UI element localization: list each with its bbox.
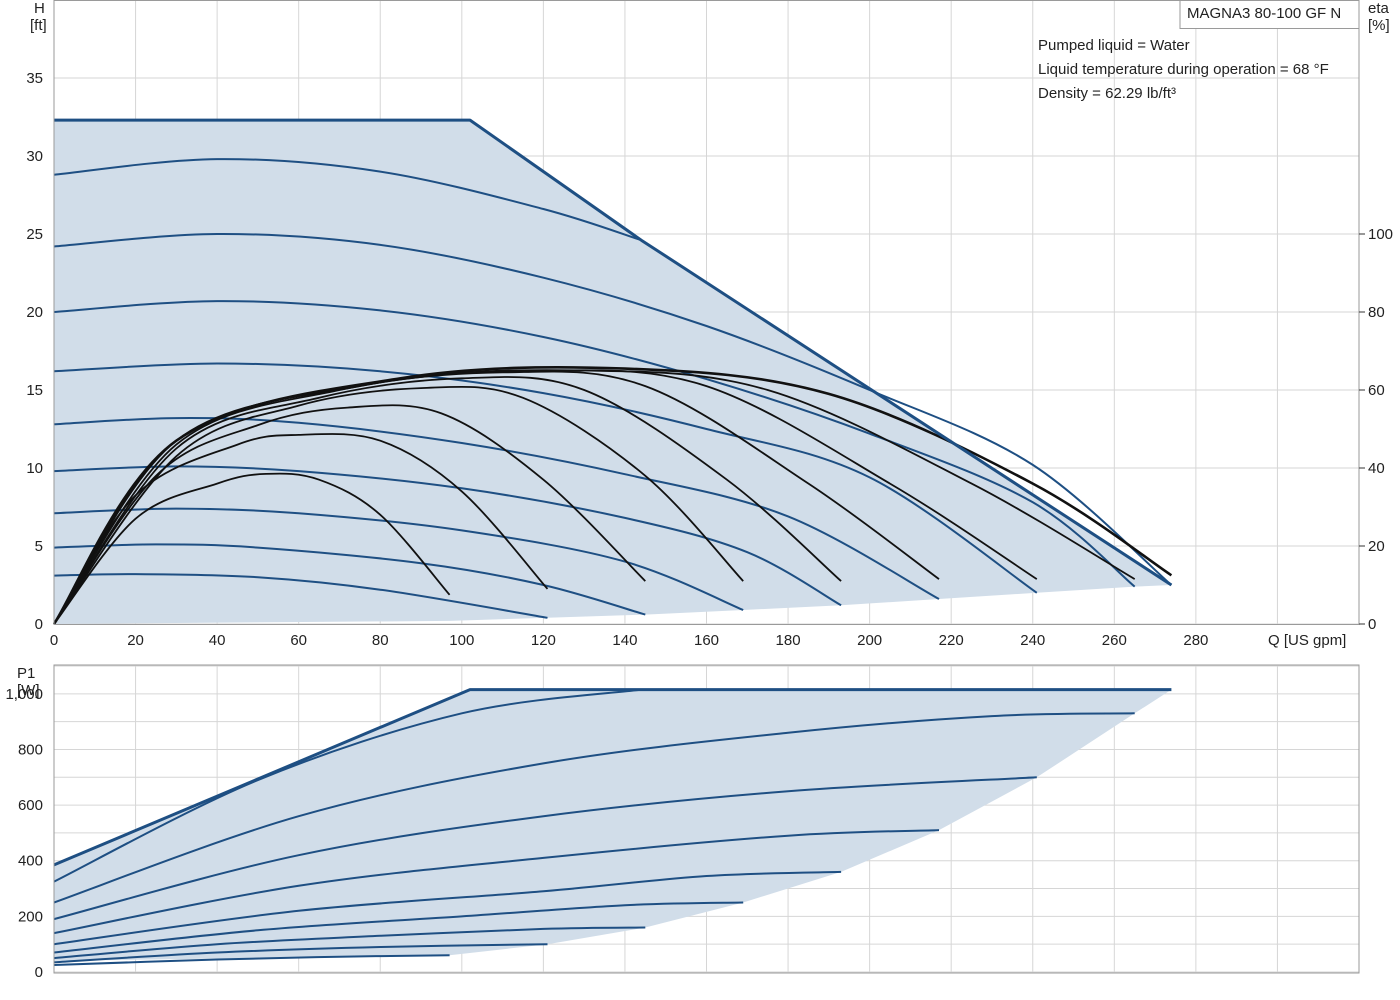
power-curve-4 [53,829,940,935]
power-tick-label: 800 [18,741,43,758]
efficiency-curve-1 [53,472,451,625]
power-axis-label: P1 [17,665,35,682]
x-tick-label: 240 [1020,632,1045,649]
head-envelope-fill [54,120,1172,624]
x-tick-label: 100 [449,632,474,649]
power-curve-8 [53,943,548,964]
efficiency-curve-9 [52,365,1173,625]
power-envelope-fill [54,689,1172,961]
speed-curve-6 [53,465,842,607]
efficiency-curve-6 [53,370,940,625]
power-tick-label: 0 [35,964,43,981]
head-speed-curves [53,158,1173,619]
head-operating-area [54,120,1172,624]
model-label-box [1179,0,1360,29]
eta-axis-label: eta [1368,0,1390,17]
power-axis-unit: [W] [17,682,40,699]
power-y-tick-labels: 0 200 400 600 800 1,000 [5,686,43,981]
power-tick-label: 600 [18,797,43,814]
x-tick-label: 60 [290,632,307,649]
x-tick-label: 120 [531,632,556,649]
head-tick-label: 30 [26,148,43,165]
max-head-curve [54,118,1173,587]
eta-tick-label: 100 [1368,226,1393,243]
power-curve-3 [53,776,1037,921]
speed-curve-7 [53,507,744,611]
x-tick-label: 20 [127,632,144,649]
speed-curve-5 [53,417,940,600]
speed-curve-3 [53,300,1136,588]
head-y-tick-labels: 0 5 10 15 20 25 30 35 [26,70,43,633]
eta-tick-label: 80 [1368,304,1385,321]
model-label: MAGNA3 80-100 GF N [1187,5,1341,22]
x-tick-label: 140 [612,632,637,649]
eta-axis-unit: [%] [1368,17,1390,34]
head-axis-label: H [34,0,45,17]
head-envelope-outline [54,118,1173,587]
power-curve-9 [53,954,450,966]
speed-curve-9 [53,573,548,619]
power-curve-7 [53,926,646,960]
flow-axis-label: Q [US gpm] [1268,632,1346,649]
efficiency-curve-5 [53,376,842,625]
x-tick-label: 180 [776,632,801,649]
speed-curve-8 [53,543,646,616]
x-tick-label: 40 [209,632,226,649]
eta-tick-label: 0 [1368,616,1376,633]
head-tick-label: 15 [26,382,43,399]
power-tick-label: 400 [18,853,43,870]
efficiency-curve-3 [53,404,646,625]
x-tick-label: 200 [857,632,882,649]
info-line-temperature: Liquid temperature during operation = 68… [1038,61,1329,78]
head-axis-unit: [ft] [30,17,47,34]
power-operating-area [54,689,1172,961]
max-power-curve [53,688,1172,867]
x-tick-label: 0 [50,632,58,649]
head-tick-label: 35 [26,70,43,87]
x-tick-label: 160 [694,632,719,649]
eta-tick-label: 40 [1368,460,1385,477]
power-chart-frame [53,664,1360,974]
efficiency-curves [52,365,1173,625]
eta-tick-labels: 0 20 40 60 80 100 [1359,226,1393,633]
info-line-liquid: Pumped liquid = Water [1038,37,1190,54]
head-tick-label: 25 [26,226,43,243]
x-tick-label: 220 [939,632,964,649]
speed-curve-4 [53,362,1038,594]
eta-tick-label: 60 [1368,382,1385,399]
power-curve-2 [53,712,1135,904]
speed-curve-2 [53,232,1173,586]
head-tick-label: 20 [26,304,43,321]
x-tick-label: 260 [1102,632,1127,649]
x-tick-label: 80 [372,632,389,649]
power-tick-label: 200 [18,908,43,925]
power-curve-5 [53,870,842,946]
head-tick-label: 0 [35,616,43,633]
head-tick-label: 5 [35,538,43,555]
power-curve-1 [53,688,642,883]
power-curves [53,688,1135,966]
speed-curve-1 [53,158,642,242]
x-tick-label: 280 [1183,632,1208,649]
info-line-density: Density = 62.29 lb/ft³ [1038,85,1176,102]
eta-tick-label: 20 [1368,538,1385,555]
efficiency-curve-4 [53,385,744,625]
head-x-tick-labels: 0 20 40 60 80 100 120 140 160 180 200 220 240 260 280 [50,632,1209,649]
head-tick-label: 10 [26,460,43,477]
power-curve-6 [53,901,744,954]
power-envelope-outline [53,688,1172,867]
power-tick-label: 1,000 [5,686,43,703]
